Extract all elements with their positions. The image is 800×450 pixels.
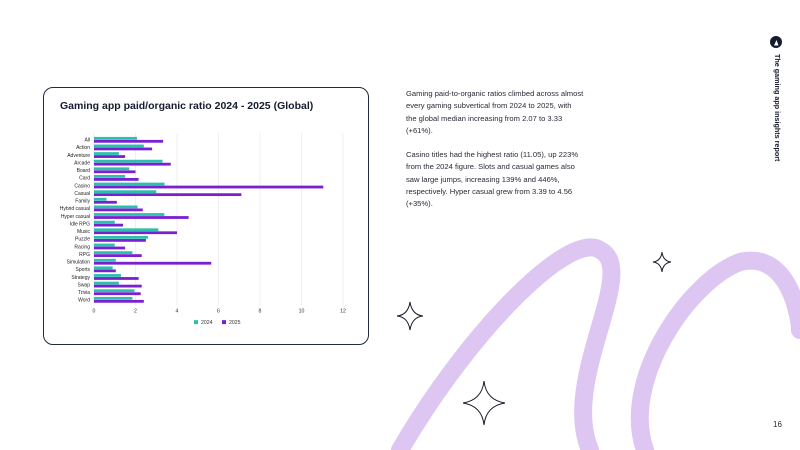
y-tick-label: Casino — [74, 183, 90, 189]
bar-2024-action — [94, 144, 144, 148]
bar-2024-sports — [94, 266, 113, 270]
y-tick-label: Adventure — [67, 153, 90, 159]
bar-2025-strategy — [94, 277, 139, 280]
bar-2025-trivia — [94, 292, 141, 296]
body-text: Gaming paid-to-organic ratios climbed ac… — [406, 88, 584, 223]
brand-logo-icon — [770, 36, 782, 48]
y-tick-label: Puzzle — [75, 237, 90, 243]
legend-swatch — [222, 320, 226, 325]
bar-2025-music — [94, 231, 177, 235]
bar-2024-strategy — [94, 274, 121, 277]
y-tick-label: Card — [79, 176, 90, 182]
sparkle-icon-medium — [396, 301, 424, 331]
bar-2024-arcade — [94, 159, 163, 163]
y-tick-label: Sports — [76, 267, 91, 273]
bar-2024-card — [94, 175, 126, 178]
bar-2025-adventure — [94, 155, 126, 158]
y-tick-label: Casual — [74, 191, 90, 197]
y-tick-label: Simulation — [67, 260, 91, 266]
y-tick-label: Strategy — [71, 275, 90, 281]
bar-2025-casual — [94, 193, 242, 197]
bar-2024-rpg — [94, 251, 133, 255]
y-tick-label: Family — [75, 199, 90, 205]
sparkle-icon-large — [462, 380, 506, 426]
bar-2024-word — [94, 296, 133, 300]
bar-2025-racing — [94, 246, 126, 250]
x-tick-label: 2 — [134, 309, 137, 315]
y-tick-label: Music — [77, 229, 91, 235]
bar-2024-board — [94, 167, 130, 171]
bar-2025-all — [94, 139, 164, 143]
x-tick-label: 12 — [340, 309, 346, 315]
bar-2024-music — [94, 228, 159, 232]
legend-label: 2025 — [229, 320, 241, 326]
y-tick-label: Trivia — [78, 290, 90, 296]
y-tick-label: RPG — [79, 252, 90, 258]
bar-2024-casino — [94, 182, 165, 186]
x-tick-label: 0 — [93, 309, 96, 315]
bar-2024-hybrid-casual — [94, 205, 138, 209]
legend-label: 2024 — [201, 320, 213, 326]
bar-2025-idle-rpg — [94, 223, 124, 227]
y-tick-label: Racing — [74, 244, 90, 250]
y-tick-label: Hybrid casual — [60, 206, 90, 212]
x-tick-label: 4 — [176, 309, 179, 315]
y-tick-label: All — [84, 138, 90, 144]
bar-2024-racing — [94, 243, 115, 247]
report-title: The gaming app insights report — [773, 54, 782, 162]
bar-2024-swap — [94, 281, 119, 285]
bar-2025-word — [94, 299, 144, 303]
y-tick-label: Action — [76, 145, 90, 151]
y-tick-label: Board — [77, 168, 91, 174]
page-number: 16 — [773, 420, 782, 429]
y-tick-label: Idle RPG — [70, 221, 90, 227]
bar-2024-simulation — [94, 258, 116, 262]
bar-2024-family — [94, 197, 107, 201]
bar-2025-sports — [94, 269, 116, 273]
bar-2024-puzzle — [94, 235, 148, 239]
paragraph-1: Gaming paid-to-organic ratios climbed ac… — [406, 89, 584, 135]
legend-swatch — [194, 320, 198, 325]
bar-2025-simulation — [94, 261, 212, 265]
bar-2025-puzzle — [94, 238, 146, 242]
bar-2025-hyper-casual — [94, 216, 189, 219]
bar-2025-arcade — [94, 162, 171, 166]
x-tick-label: 8 — [259, 309, 262, 315]
bar-2025-board — [94, 170, 136, 174]
x-tick-label: 6 — [217, 309, 220, 315]
chart-title: Gaming app paid/organic ratio 2024 - 202… — [60, 100, 314, 112]
bar-2025-casino — [94, 185, 324, 189]
sparkle-icon-small — [652, 251, 672, 273]
bar-2024-hyper-casual — [94, 213, 165, 216]
bar-2024-all — [94, 136, 137, 140]
bar-2025-card — [94, 178, 139, 181]
bar-2025-family — [94, 200, 117, 204]
bar-2025-swap — [94, 284, 142, 288]
bar-2024-idle-rpg — [94, 220, 115, 224]
report-side-label: The gaming app insights report — [770, 36, 784, 196]
y-tick-label: Word — [78, 298, 90, 304]
y-tick-label: Arcade — [74, 160, 90, 166]
bar-2025-hybrid-casual — [94, 208, 143, 212]
x-tick-label: 10 — [299, 309, 305, 315]
y-tick-label: Swap — [77, 282, 90, 288]
bar-2024-casual — [94, 190, 157, 194]
paragraph-2: Casino titles had the highest ratio (11.… — [406, 150, 579, 209]
y-tick-label: Hyper casual — [61, 214, 90, 220]
swirl-shape — [391, 238, 800, 450]
bar-2024-adventure — [94, 152, 119, 155]
bar-2025-rpg — [94, 254, 142, 258]
bar-2024-trivia — [94, 289, 135, 293]
bar-2025-action — [94, 147, 153, 151]
